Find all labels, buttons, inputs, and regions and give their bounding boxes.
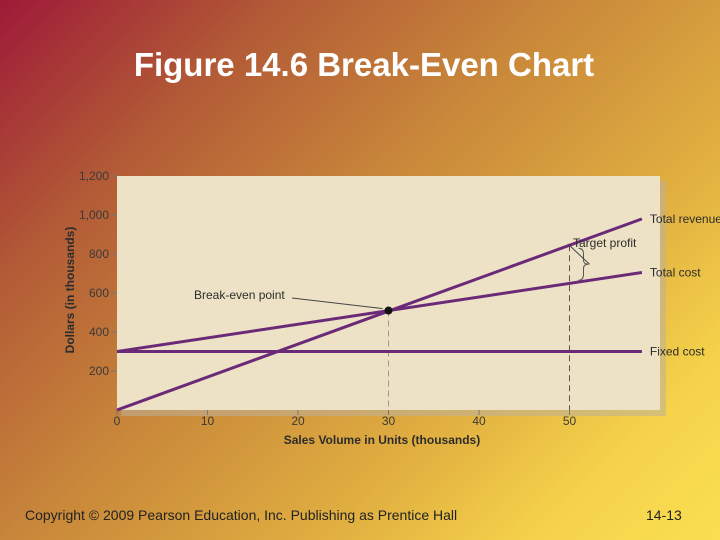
axes: 200 400 600 800 1,000 1,200 0 10 20 30 40 50 xyxy=(79,169,577,428)
break-even-point-marker xyxy=(384,306,393,315)
copyright-text: Copyright © 2009 Pearson Education, Inc.… xyxy=(25,507,458,523)
series-lines xyxy=(116,217,643,412)
total-cost-line xyxy=(116,271,643,353)
x-axis-title: Sales Volume in Units (thousands) xyxy=(284,433,480,447)
total-revenue-line xyxy=(116,217,643,412)
y-tick-label: 1,200 xyxy=(79,169,109,183)
target-profit-brace xyxy=(578,247,589,281)
fixed-cost-label: Fixed cost xyxy=(650,345,705,359)
y-axis-title: Dollars (in thousands) xyxy=(63,227,77,354)
x-tick-label: 0 xyxy=(114,414,121,428)
y-tick-label: 800 xyxy=(89,247,109,261)
y-tick-label: 200 xyxy=(89,364,109,378)
break-even-leader-line xyxy=(291,297,383,310)
x-tick-label: 40 xyxy=(472,414,486,428)
x-tick-label: 10 xyxy=(201,414,215,428)
y-tick-label: 1,000 xyxy=(79,208,109,222)
target-profit-label: Target profit xyxy=(573,236,637,250)
total-cost-label: Total cost xyxy=(650,266,701,280)
slide-title: Figure 14.6 Break-Even Chart xyxy=(133,46,595,83)
y-tick-label: 400 xyxy=(89,325,109,339)
reference-lines xyxy=(388,245,570,410)
annotations: Total revenue Total cost Fixed cost Break-e… xyxy=(194,212,720,359)
y-tick-label: 600 xyxy=(89,286,109,300)
x-tick-label: 50 xyxy=(563,414,577,428)
total-revenue-label: Total revenue xyxy=(650,212,720,226)
target-profit-leader-line xyxy=(567,243,590,265)
x-tick-label: 20 xyxy=(291,414,305,428)
page-number: 14-13 xyxy=(646,507,682,523)
x-tick-label: 30 xyxy=(382,414,396,428)
break-even-label: Break-even point xyxy=(194,288,285,302)
